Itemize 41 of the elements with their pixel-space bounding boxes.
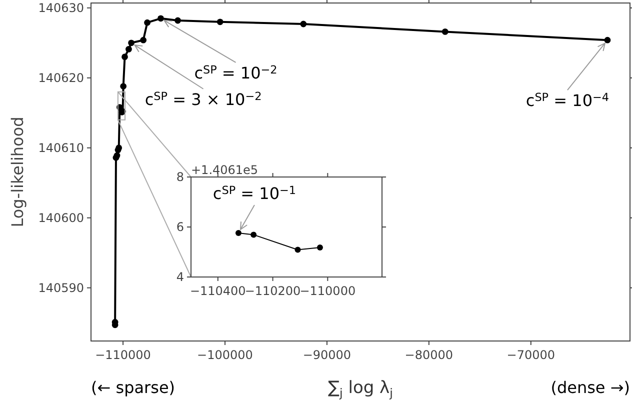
y-tick-label: 6: [176, 220, 184, 234]
text: (dense →): [550, 378, 630, 397]
x-tick-label: −80000: [404, 348, 454, 362]
y-tick-label: 4: [176, 270, 184, 284]
point: [294, 246, 301, 253]
annotation: c$^{SP}$ = 10$^{−1}$: [212, 184, 296, 203]
y-tick-label: 140630: [38, 1, 84, 16]
x-tick-label: −110200: [244, 284, 301, 298]
point: [174, 17, 181, 24]
annotation: c$^{SP}$ = 10$^{−4}$: [526, 91, 610, 110]
point: [126, 46, 132, 52]
x-tick-label: −110000: [300, 284, 356, 298]
x-tick-label: −70000: [506, 348, 556, 362]
point: [316, 244, 323, 250]
x-tick-label: −110000: [95, 348, 151, 362]
point: [235, 230, 242, 236]
point: [120, 83, 127, 90]
point: [216, 18, 224, 26]
x-axis-title: ∑$_{j}$ log λ$_{j}$: [328, 378, 393, 400]
annotation: c$^{SP}$ = 3 × 10$^{−2}$: [144, 90, 262, 109]
point: [250, 232, 257, 238]
point: [140, 36, 147, 44]
point: [604, 36, 611, 44]
annotation: c$^{SP}$ = 10$^{−2}$: [194, 63, 278, 82]
text: (← sparse): [91, 378, 176, 397]
point: [144, 19, 150, 26]
annotation: +1.4061e5: [191, 163, 258, 177]
point: [128, 40, 134, 46]
point: [122, 54, 128, 60]
y-axis-title: Log-likelihood: [8, 116, 27, 228]
point: [300, 20, 307, 28]
y-tick-label: 140590: [38, 281, 84, 296]
x-tick-label: −100000: [197, 348, 253, 362]
y-tick-label: 140610: [38, 141, 84, 156]
y-tick-label: 140620: [38, 71, 84, 86]
point: [158, 15, 164, 22]
point: [442, 28, 448, 35]
x-tick-label: −90000: [302, 348, 352, 362]
y-tick-label: 140600: [38, 211, 84, 226]
y-tick-label: 8: [176, 170, 184, 184]
x-tick-label: −110400: [190, 284, 246, 298]
